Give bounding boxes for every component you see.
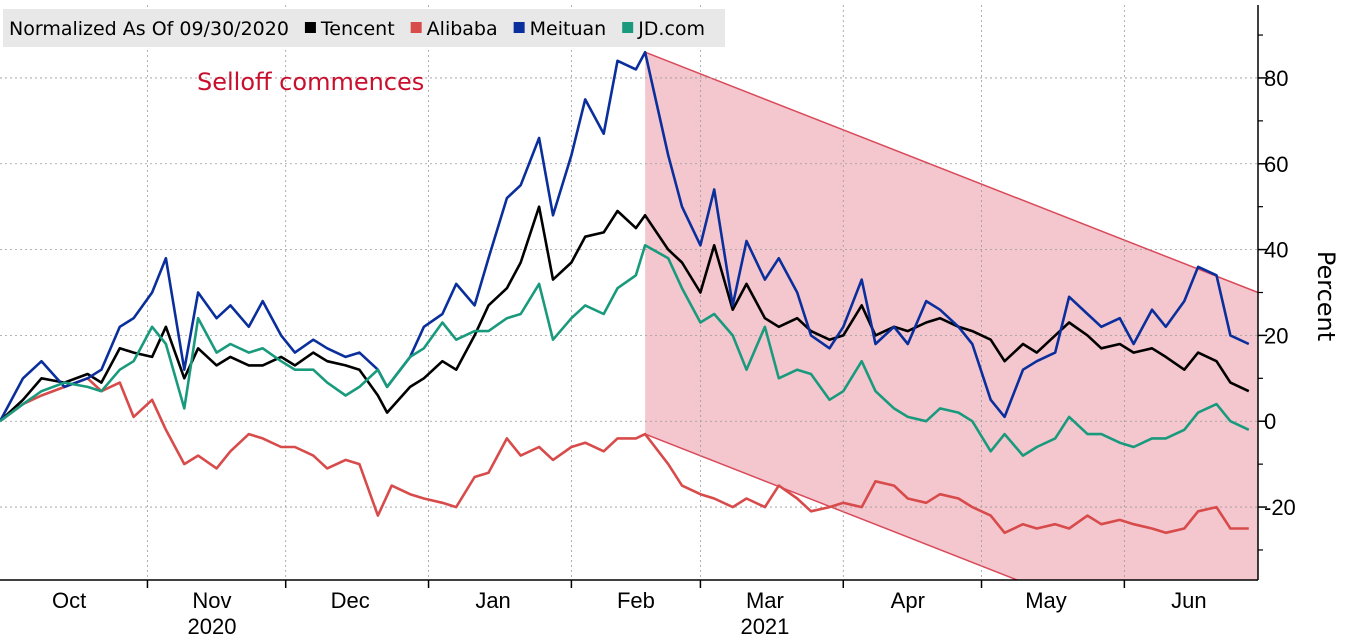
selloff-annotation: Selloff commences — [197, 68, 424, 96]
series-line-jd-com — [0, 244, 1250, 457]
y-tick-label: 60 — [1264, 152, 1288, 177]
series-line-tencent — [0, 205, 1250, 423]
y-tick-label: 20 — [1264, 323, 1288, 348]
axes: -20 0 20 40 60 80 Oct Nov Dec Jan Feb Mar Apr May Jun 2… — [0, 5, 1296, 639]
x-tick-label: Jun — [1171, 588, 1206, 613]
legend-item: Alibaba — [410, 18, 498, 40]
y-tick-label: 40 — [1264, 238, 1288, 263]
legend-label: Tencent — [320, 18, 395, 40]
gridlines — [0, 5, 1258, 580]
x-tick-label: Apr — [891, 588, 925, 613]
series-line-alibaba — [0, 377, 1249, 535]
legend-swatch — [410, 22, 422, 33]
legend-title: Normalized As Of 09/30/2020 — [9, 18, 289, 40]
legend-label: JD.com — [637, 18, 705, 40]
x-tick-label: Feb — [617, 588, 655, 613]
x-year-label: 2020 — [187, 614, 236, 639]
channel-fill — [645, 52, 1258, 643]
legend-label: Meituan — [530, 18, 607, 40]
y-tick-label: 0 — [1264, 409, 1276, 434]
x-year-label: 2021 — [740, 614, 789, 639]
series-lines — [0, 50, 1250, 535]
x-tick-label: Oct — [52, 588, 86, 613]
x-tick-label: Nov — [192, 588, 231, 613]
legend-item: Tencent — [304, 18, 395, 40]
x-tick-label: May — [1025, 588, 1067, 613]
x-tick-label: Mar — [746, 588, 784, 613]
x-tick-label: Dec — [331, 588, 370, 613]
x-tick-label: Jan — [475, 588, 510, 613]
legend-background — [3, 9, 725, 47]
series-line-meituan — [0, 50, 1250, 422]
y-tick-label: 80 — [1264, 66, 1288, 91]
channel-clip — [0, 580, 1258, 643]
selloff-channel — [0, 51, 1259, 643]
legend-item: Meituan — [513, 18, 607, 40]
legend-item: JD.com — [622, 18, 705, 40]
legend-swatch — [304, 22, 316, 33]
legend: Normalized As Of 09/30/2020 Tencent Aliba… — [3, 9, 725, 47]
legend-swatch — [622, 22, 634, 33]
channel-upper-edge — [644, 51, 1259, 294]
y-axis-label: Percent — [1312, 251, 1340, 341]
y-tick-label: -20 — [1264, 495, 1296, 520]
legend-swatch — [513, 22, 525, 33]
legend-label: Alibaba — [427, 18, 498, 40]
